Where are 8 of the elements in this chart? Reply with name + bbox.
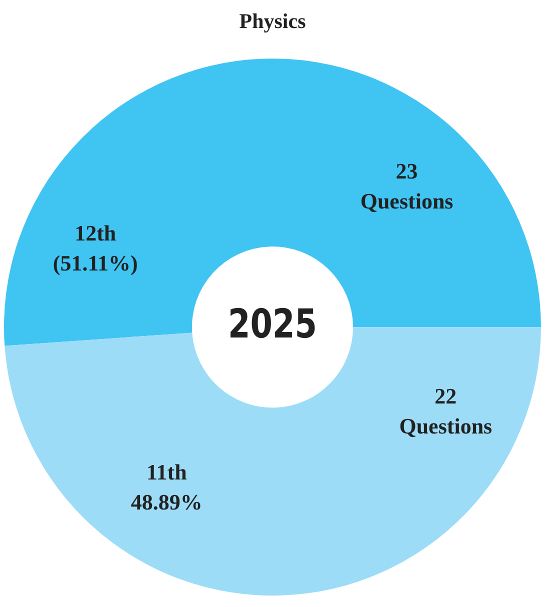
text: 48.89% [130, 490, 202, 515]
slice-label: 12th [74, 220, 116, 246]
text: (51.11%) [52, 250, 138, 276]
text: 2025 [228, 300, 318, 348]
slice-label: 11th [146, 460, 187, 485]
chart-title: Physics [239, 9, 306, 34]
data-label: 22 Questions [399, 384, 493, 439]
data-label: 23 Questions [360, 158, 454, 214]
